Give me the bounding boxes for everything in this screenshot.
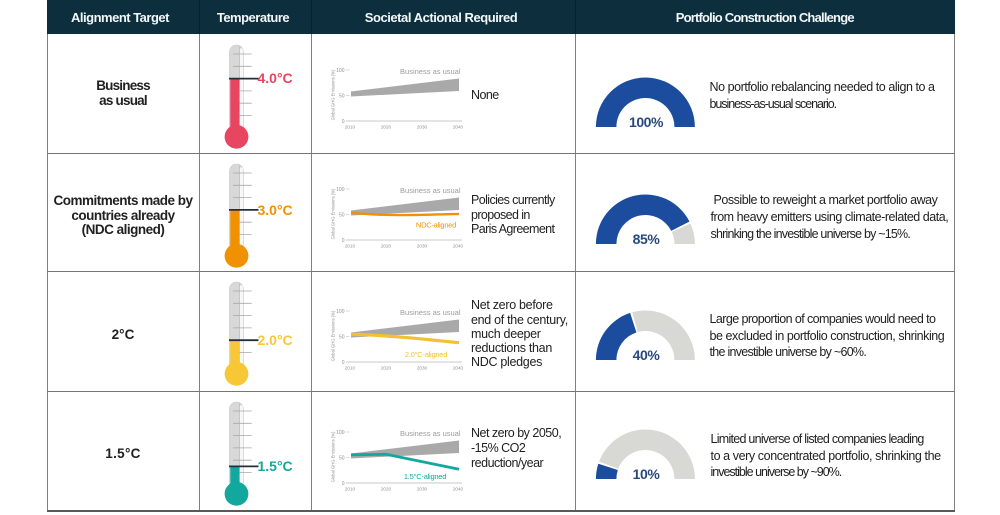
svg-text:1.5°C-aligned: 1.5°C-aligned — [404, 472, 446, 481]
svg-text:50: 50 — [339, 455, 345, 461]
svg-text:2020: 2020 — [381, 244, 392, 249]
svg-text:50: 50 — [339, 334, 345, 340]
svg-text:Business as usual: Business as usual — [400, 67, 461, 76]
svg-text:2030: 2030 — [417, 124, 428, 129]
svg-text:100: 100 — [336, 187, 345, 193]
svg-text:100: 100 — [336, 67, 345, 73]
svg-text:2040: 2040 — [453, 124, 464, 129]
svg-text:0: 0 — [342, 118, 345, 124]
svg-text:0: 0 — [342, 480, 345, 486]
svg-text:2010: 2010 — [345, 365, 356, 370]
svg-text:0: 0 — [342, 360, 345, 366]
svg-text:Global GHG Emissions (%): Global GHG Emissions (%) — [331, 431, 336, 482]
svg-text:100: 100 — [336, 309, 345, 315]
svg-text:2040: 2040 — [453, 486, 464, 491]
svg-text:2010: 2010 — [345, 124, 356, 129]
svg-text:100: 100 — [336, 429, 345, 435]
svg-text:2030: 2030 — [417, 244, 428, 249]
svg-text:NDC-aligned: NDC-aligned — [416, 221, 456, 230]
svg-text:0: 0 — [342, 238, 345, 244]
svg-text:Business as usual: Business as usual — [400, 308, 461, 317]
svg-text:2.0°C-aligned: 2.0°C-aligned — [405, 350, 447, 359]
svg-text:2020: 2020 — [381, 486, 392, 491]
svg-text:Global GHG Emissions (%): Global GHG Emissions (%) — [331, 188, 336, 239]
svg-text:Global GHG Emissions (%): Global GHG Emissions (%) — [331, 310, 336, 361]
svg-text:2020: 2020 — [381, 365, 392, 370]
svg-text:2010: 2010 — [345, 244, 356, 249]
svg-text:2030: 2030 — [417, 486, 428, 491]
svg-text:2040: 2040 — [453, 365, 464, 370]
svg-text:Global GHG Emissions (%): Global GHG Emissions (%) — [331, 69, 336, 120]
svg-text:Business as usual: Business as usual — [400, 429, 461, 438]
svg-text:50: 50 — [339, 93, 345, 99]
svg-text:2030: 2030 — [417, 365, 428, 370]
svg-text:2040: 2040 — [453, 244, 464, 249]
svg-text:2010: 2010 — [345, 486, 356, 491]
svg-text:Business as usual: Business as usual — [400, 186, 461, 195]
svg-text:50: 50 — [339, 213, 345, 219]
svg-text:2020: 2020 — [381, 124, 392, 129]
